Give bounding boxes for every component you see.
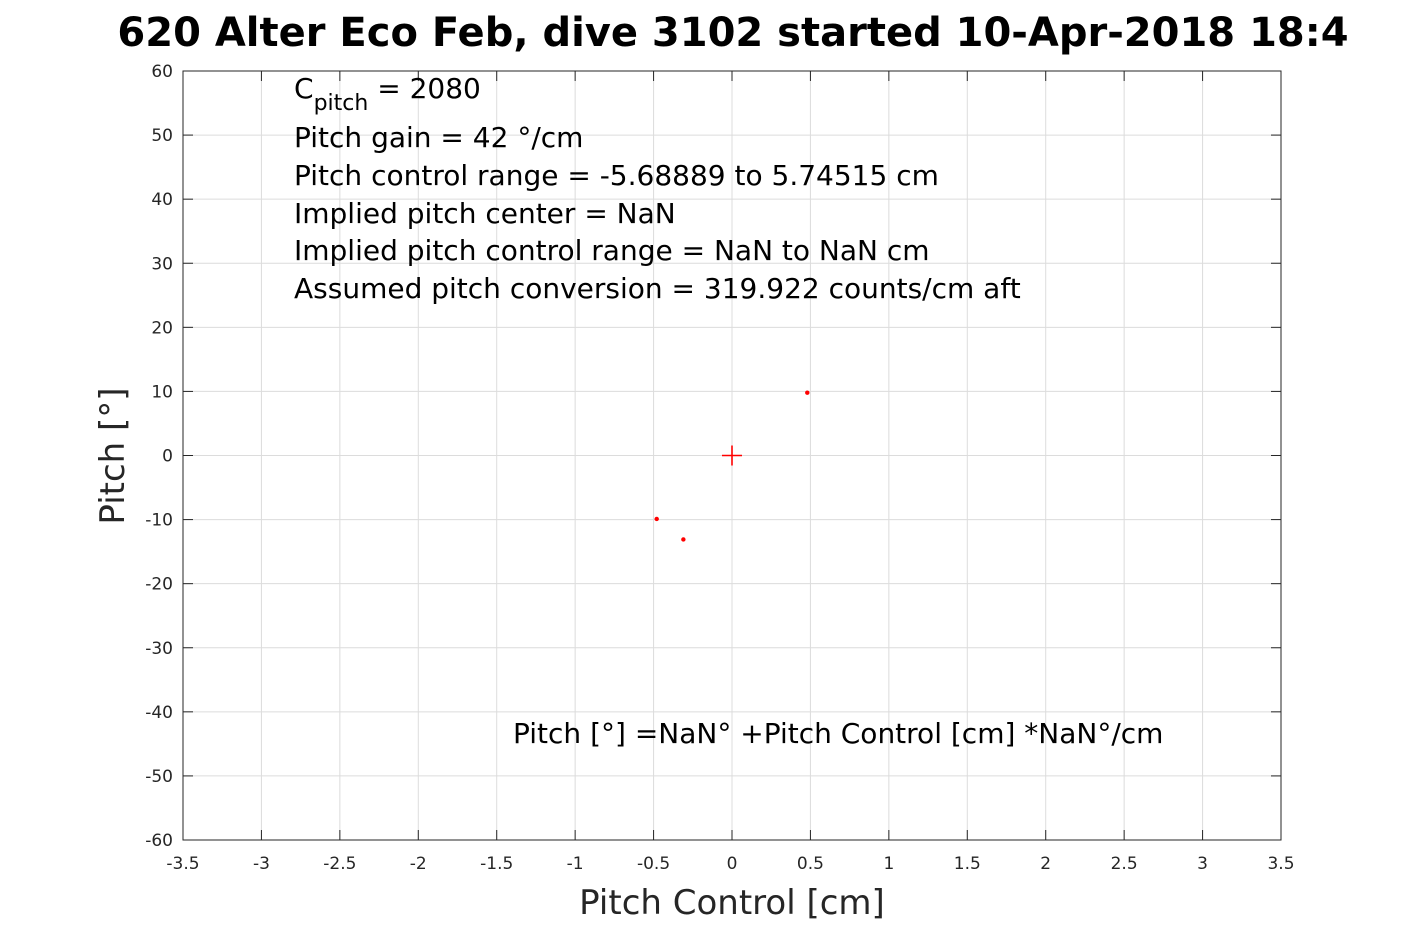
x-tick-label: -1.5 <box>480 854 513 874</box>
x-tick-label: -3.5 <box>166 854 199 874</box>
y-tick-label: -60 <box>145 831 173 851</box>
x-tick-label: -3 <box>253 854 270 874</box>
y-tick-label: -20 <box>145 575 173 595</box>
y-tick-label: -50 <box>145 767 173 787</box>
x-tick-label: 2.5 <box>1111 854 1138 874</box>
y-tick-label: 10 <box>151 382 173 402</box>
data-point-0 <box>805 390 810 395</box>
y-tick-labels: -60 -50 -40 -30 -20 -10 0 10 20 30 40 50 60 <box>145 62 173 851</box>
data-points <box>654 390 810 542</box>
y-tick-label: -10 <box>145 511 173 531</box>
annotation-implied-range: Implied pitch control range = NaN to NaN… <box>294 234 930 267</box>
annotation-assumed-conversion: Assumed pitch conversion = 319.922 count… <box>294 272 1021 305</box>
x-axis-label: Pitch Control [cm] <box>579 883 885 923</box>
x-tick-label: -0.5 <box>637 854 670 874</box>
data-point-2 <box>681 537 686 542</box>
y-tick-label: 50 <box>151 126 173 146</box>
y-tick-label: 20 <box>151 318 173 338</box>
y-tick-label: 40 <box>151 190 173 210</box>
annotation-c-pitch: Cpitch = 2080 <box>294 72 481 116</box>
x-tick-label: -2 <box>410 854 427 874</box>
y-tick-label: 30 <box>151 254 173 274</box>
x-tick-label: 3 <box>1197 854 1208 874</box>
y-axis-label: Pitch [°] <box>93 387 133 524</box>
axis-ticks <box>182 70 1282 841</box>
y-tick-label: -40 <box>145 703 173 723</box>
x-tick-label: 3.5 <box>1267 854 1294 874</box>
annotation-pitch-control-range: Pitch control range = -5.68889 to 5.7451… <box>294 159 939 192</box>
x-tick-label: 0.5 <box>797 854 824 874</box>
x-tick-label: 0 <box>727 854 738 874</box>
chart-title: 620 Alter Eco Feb, dive 3102 started 10-… <box>117 10 1348 56</box>
annotation-pitch-gain: Pitch gain = 42 °/cm <box>294 121 583 154</box>
c-pitch-value: = 2080 <box>368 72 481 105</box>
x-tick-label: 1 <box>883 854 894 874</box>
x-tick-labels: -3.5 -3 -2.5 -2 -1.5 -1 -0.5 0 0.5 1 1.5 2 2.5 3 3.5 <box>166 854 1294 874</box>
center-marker <box>722 445 742 466</box>
y-tick-label: 0 <box>162 447 173 467</box>
c-pitch-symbol: C <box>294 72 314 105</box>
y-tick-label: 60 <box>151 62 173 82</box>
annotation-fit-equation: Pitch [°] =NaN° +Pitch Control [cm] *NaN… <box>513 717 1163 750</box>
annotation-implied-center: Implied pitch center = NaN <box>294 197 676 230</box>
x-tick-label: -1 <box>567 854 584 874</box>
x-tick-label: 1.5 <box>954 854 981 874</box>
grid-lines <box>182 70 1282 841</box>
y-tick-label: -30 <box>145 639 173 659</box>
data-point-1 <box>654 516 659 522</box>
c-pitch-subscript: pitch <box>314 91 369 116</box>
x-tick-label: 2 <box>1040 854 1051 874</box>
x-tick-label: -2.5 <box>323 854 356 874</box>
